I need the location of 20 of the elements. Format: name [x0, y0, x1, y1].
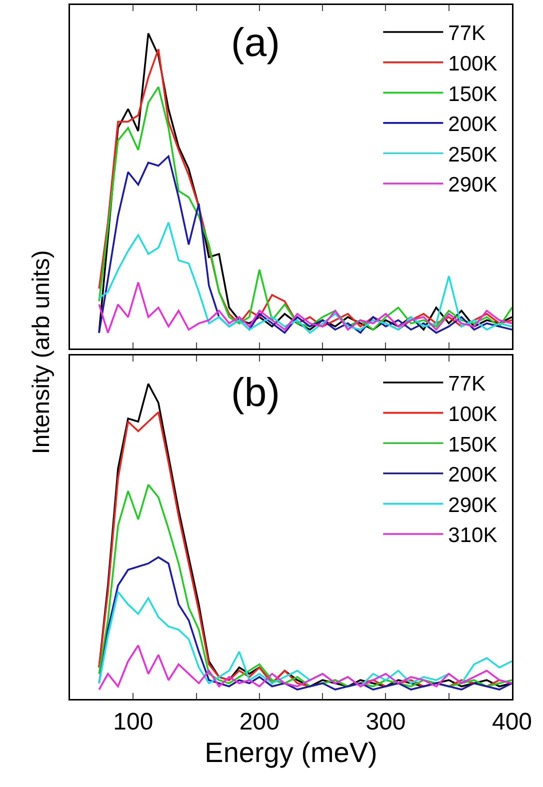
legend-label: 77K	[448, 22, 486, 46]
legend-label: 290K	[448, 174, 498, 197]
legend-label: 77K	[448, 372, 486, 396]
y-axis-title: Intensity (arb units)	[28, 250, 56, 454]
x-tick-label: 200	[239, 708, 280, 736]
legend-label: 150K	[448, 82, 498, 106]
legend-label: 310K	[448, 524, 498, 548]
legend-label: 250K	[448, 143, 498, 166]
legend-label: 100K	[448, 402, 498, 426]
legend-label: 290K	[448, 494, 498, 517]
chart-title: (a)	[231, 21, 280, 65]
legend-label: 150K	[448, 433, 498, 456]
legend-label: 200K	[448, 464, 498, 487]
x-tick-label: 300	[366, 708, 406, 736]
chart-title: (b)	[231, 371, 280, 415]
legend-label: 100K	[448, 52, 498, 76]
x-tick-label: 400	[492, 708, 532, 736]
x-axis-title: Energy (meV)	[204, 737, 378, 768]
legend-label: 200K	[448, 113, 498, 136]
x-tick-label: 100	[113, 708, 154, 736]
